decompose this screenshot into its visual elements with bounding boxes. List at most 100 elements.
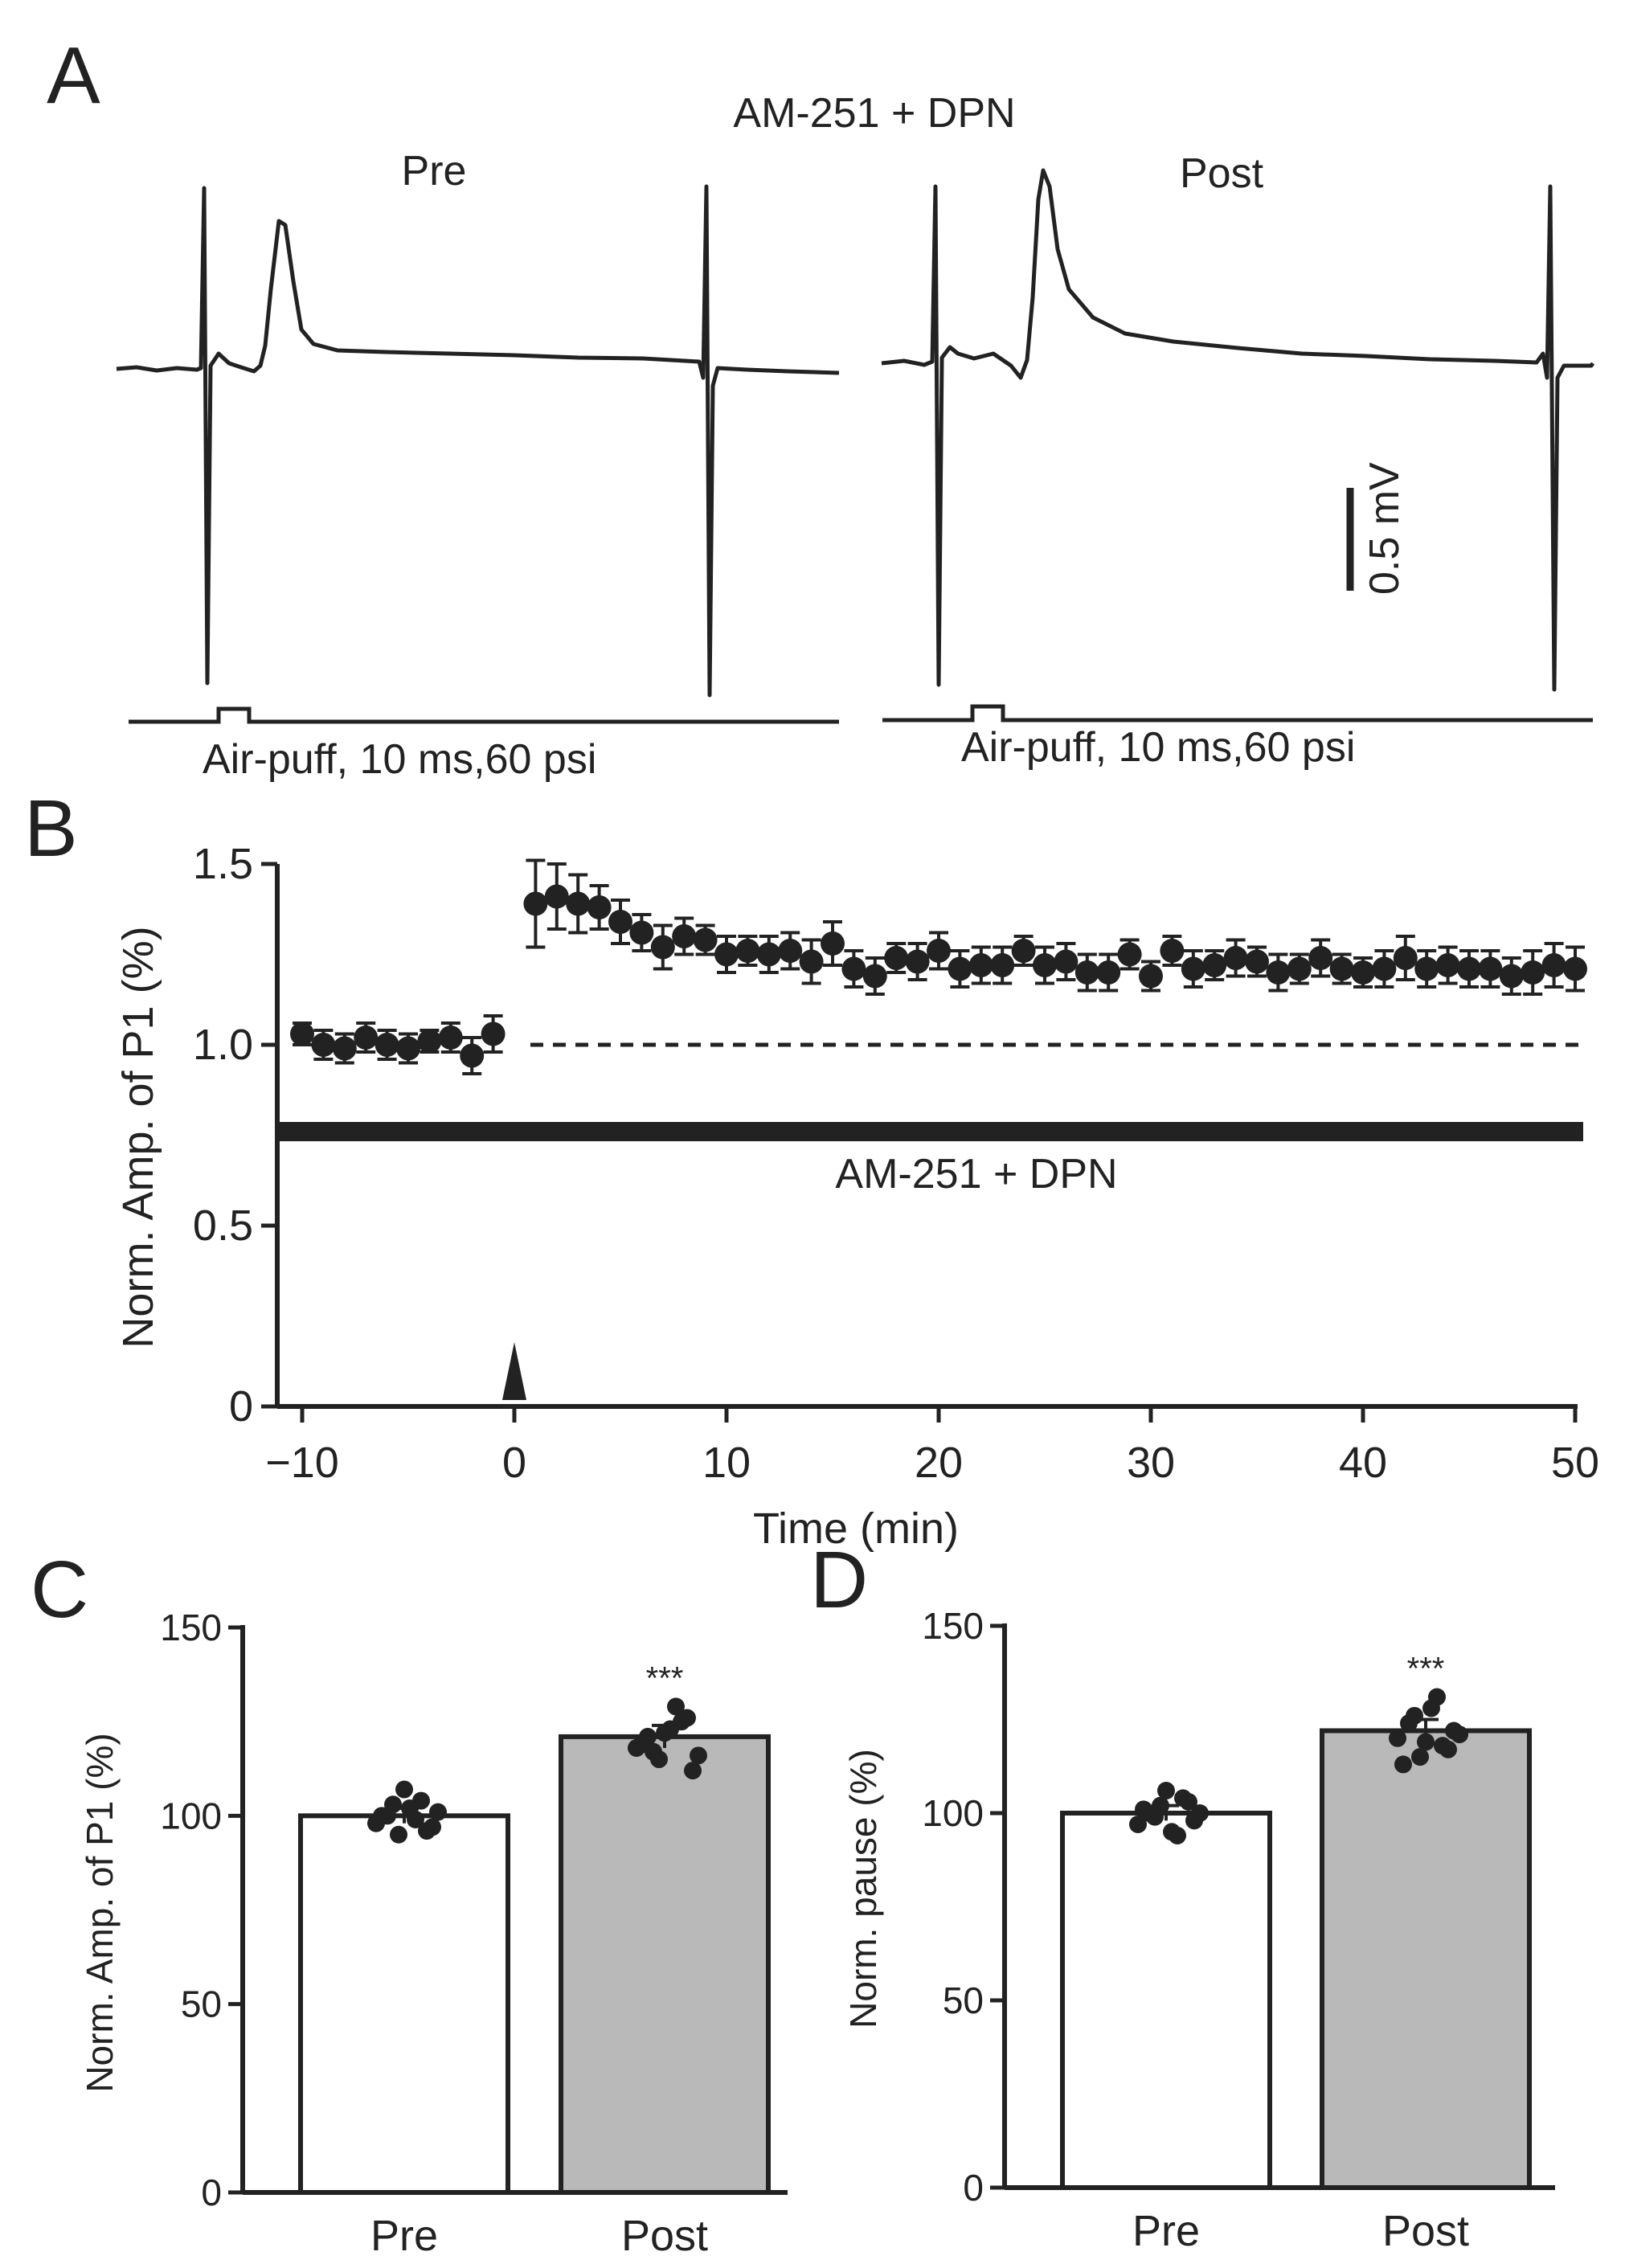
data-marker — [544, 884, 569, 909]
data-point — [1160, 935, 1185, 967]
x-tick-label: 0 — [502, 1439, 526, 1487]
y-tick-label: 0 — [963, 2167, 984, 2209]
y-tick-label: 1.0 — [193, 1021, 253, 1069]
panel-label-c: C — [31, 1545, 88, 1635]
data-point — [438, 1021, 463, 1054]
panel-a-title: AM-251 + DPN — [733, 90, 1015, 137]
data-point — [1393, 935, 1418, 981]
y-tick-label: 0 — [229, 1382, 253, 1431]
individual-point — [667, 1697, 685, 1716]
data-marker — [481, 1021, 506, 1046]
y-tick-label: 100 — [922, 1792, 984, 1834]
data-marker — [460, 1043, 485, 1068]
x-tick-label: 30 — [1127, 1439, 1175, 1487]
data-marker — [672, 924, 697, 948]
p1-amplitude-bar-chart: 0 50 100 150 Norm. Amp. of P1 (%) Pre Post *** — [79, 1607, 788, 2260]
x-tick-label: 50 — [1551, 1439, 1599, 1487]
data-marker — [841, 956, 866, 981]
data-marker — [1393, 946, 1418, 970]
individual-point — [684, 1762, 702, 1780]
data-point — [714, 935, 739, 974]
data-point — [523, 858, 548, 949]
individual-point — [395, 1780, 413, 1799]
individual-point — [1146, 1807, 1164, 1826]
bar-pre — [1060, 1811, 1272, 2190]
data-point — [1478, 949, 1503, 989]
data-marker — [1033, 953, 1057, 977]
data-point — [948, 949, 972, 989]
post-stimulus-label: Air-puff, 10 ms,60 psi — [961, 724, 1355, 771]
data-point — [375, 1029, 399, 1061]
data-point — [1435, 945, 1460, 985]
data-point — [481, 1014, 506, 1054]
x-tick-label: 20 — [915, 1439, 963, 1487]
data-marker — [311, 1033, 336, 1057]
data-point — [629, 913, 654, 952]
pre-air-puff-stimulus — [129, 706, 839, 724]
significance-marker: *** — [1407, 1652, 1445, 1687]
data-marker — [332, 1036, 357, 1061]
individual-point — [390, 1825, 407, 1844]
data-marker — [1308, 946, 1333, 970]
data-point — [672, 916, 697, 956]
data-point — [587, 884, 612, 931]
data-point — [799, 938, 824, 985]
data-point — [1181, 949, 1205, 989]
data-point — [290, 1021, 314, 1046]
individual-point — [418, 1822, 436, 1840]
data-point — [778, 931, 803, 971]
data-marker — [629, 920, 654, 945]
x-tick-label: −10 — [265, 1439, 339, 1487]
data-point — [1117, 938, 1142, 971]
panel-label-d: D — [810, 1535, 868, 1625]
y-tick-label: 150 — [922, 1605, 984, 1647]
x-tick-label: 10 — [702, 1439, 751, 1487]
data-marker — [1202, 953, 1227, 977]
panel-label-b: B — [24, 784, 78, 874]
data-point — [1054, 942, 1079, 981]
data-point — [1372, 949, 1397, 989]
data-marker — [1372, 956, 1397, 981]
y-tick-label: 50 — [181, 1983, 222, 2025]
data-point — [608, 899, 632, 945]
data-point — [1223, 938, 1248, 978]
data-point — [1245, 945, 1269, 978]
data-marker — [1414, 956, 1439, 981]
y-axis-title: Norm. Amp. of P1 (%) — [79, 1733, 121, 2092]
data-marker — [1266, 960, 1291, 985]
category-label: Pre — [370, 2212, 438, 2260]
data-point — [990, 945, 1015, 985]
individual-point — [645, 1742, 662, 1761]
individual-point — [1191, 1804, 1209, 1822]
data-marker — [714, 942, 739, 967]
y-tick-label: 50 — [943, 1979, 984, 2021]
data-point — [650, 923, 675, 971]
data-marker — [608, 910, 632, 934]
data-point — [1011, 935, 1036, 967]
data-marker — [990, 953, 1015, 977]
category-label: Post — [1382, 2207, 1469, 2255]
category-label: Post — [621, 2212, 708, 2260]
data-marker — [1329, 956, 1354, 981]
data-marker — [1478, 956, 1503, 981]
panel-label-a: A — [47, 31, 100, 121]
data-marker — [1245, 949, 1269, 974]
data-marker — [1074, 960, 1099, 985]
data-point — [884, 942, 909, 974]
y-tick-label: 150 — [160, 1607, 222, 1648]
data-point — [1414, 949, 1439, 989]
data-point — [396, 1032, 420, 1065]
data-marker — [905, 949, 930, 974]
data-marker — [1223, 946, 1248, 970]
data-point — [905, 942, 930, 981]
y-axis-title: Norm. Amp. of P1 (%) — [114, 926, 162, 1348]
individual-point — [407, 1811, 424, 1829]
data-marker — [862, 964, 887, 989]
data-point — [1499, 956, 1524, 996]
stimulus-arrowhead — [502, 1342, 526, 1400]
data-marker — [1181, 956, 1205, 981]
individual-point — [1129, 1815, 1147, 1833]
individual-point — [1411, 1748, 1429, 1767]
data-point — [566, 873, 591, 935]
